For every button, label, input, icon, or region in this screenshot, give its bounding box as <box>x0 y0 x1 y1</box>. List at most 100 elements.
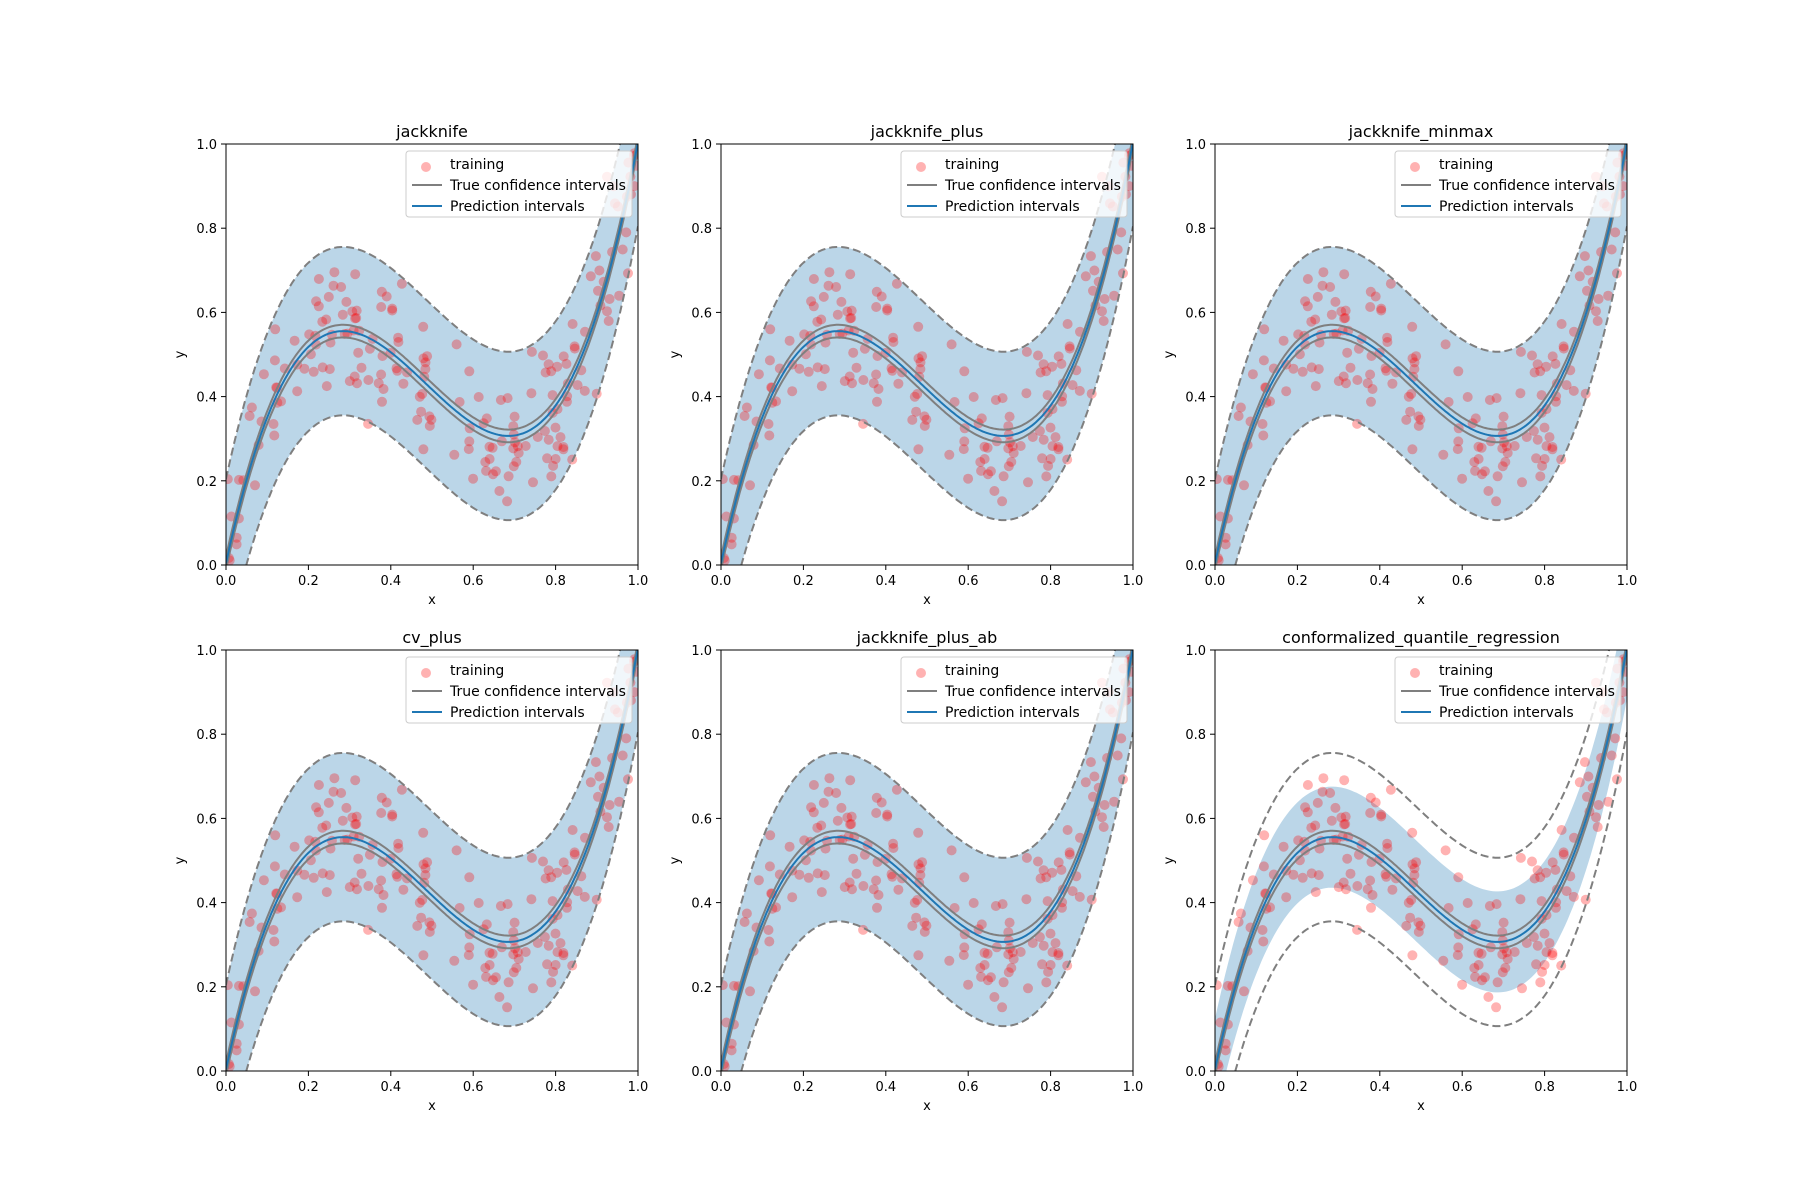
x-tick-label: 0.4 <box>1369 1080 1390 1095</box>
training-point <box>1385 784 1396 795</box>
training-point <box>1021 346 1032 357</box>
training-point <box>353 347 364 358</box>
training-point <box>1352 418 1363 429</box>
training-point <box>1297 366 1308 377</box>
axes-frame <box>720 143 1134 566</box>
x-tick-label: 0.8 <box>1534 1080 1555 1095</box>
training-point <box>426 920 437 931</box>
training-point <box>1062 319 1073 329</box>
training-point <box>1438 449 1449 460</box>
training-point <box>1536 913 1547 924</box>
training-point <box>424 926 435 937</box>
training-point <box>1470 919 1481 930</box>
training-point <box>1492 977 1503 988</box>
training-point <box>1278 335 1289 346</box>
training-point <box>590 757 601 768</box>
training-point <box>1556 825 1567 835</box>
training-point <box>1491 899 1502 910</box>
training-point <box>250 986 260 997</box>
training-point <box>602 812 612 823</box>
training-point <box>1312 797 1323 808</box>
training-point <box>1003 429 1014 440</box>
training-point <box>1056 864 1067 875</box>
training-point <box>1610 227 1621 238</box>
training-point <box>481 971 492 982</box>
training-point <box>1484 901 1495 911</box>
training-point <box>831 788 842 798</box>
y-tick-label: 1.0 <box>691 138 712 153</box>
training-point <box>1407 444 1418 455</box>
training-point <box>473 392 484 402</box>
y-tick-label: 0.0 <box>1185 1065 1206 1080</box>
training-point <box>614 796 625 807</box>
y-tick-label: 0.0 <box>1185 559 1206 574</box>
training-point <box>1220 539 1231 550</box>
legend: training True confidence intervals Predict… <box>405 150 633 218</box>
training-point <box>1409 357 1420 368</box>
training-point <box>550 422 561 433</box>
training-point <box>1003 967 1014 978</box>
training-point <box>763 419 774 429</box>
training-point <box>336 282 347 292</box>
true-ci-upper <box>1215 144 1627 558</box>
training-point <box>983 975 993 986</box>
training-point <box>1085 251 1096 262</box>
training-point <box>420 870 431 880</box>
training-point <box>1259 830 1270 841</box>
training-point <box>847 884 857 895</box>
training-point <box>503 977 514 988</box>
training-point <box>464 942 475 953</box>
training-point <box>424 917 435 928</box>
training-point <box>508 935 519 946</box>
y-tick-label: 1.0 <box>1185 138 1206 153</box>
training-point <box>1033 856 1043 867</box>
training-point <box>1541 361 1552 372</box>
training-point <box>1409 863 1420 874</box>
training-point <box>1550 864 1561 875</box>
legend-marker-training <box>421 668 431 678</box>
x-tick-label: 0.0 <box>216 574 237 589</box>
training-point <box>912 895 923 905</box>
training-point <box>975 963 986 973</box>
training-point <box>363 418 374 429</box>
x-tick-label: 0.8 <box>545 574 566 589</box>
training-point <box>376 286 387 297</box>
training-point <box>1406 895 1417 905</box>
training-point <box>1367 890 1378 900</box>
training-point <box>1008 448 1019 458</box>
training-point <box>1370 797 1381 808</box>
training-point <box>1462 898 1473 908</box>
training-point <box>324 364 335 375</box>
training-point <box>1382 843 1393 853</box>
training-point <box>1529 873 1540 884</box>
training-point <box>1338 877 1349 888</box>
y-tick-label: 1.0 <box>196 644 217 659</box>
training-point <box>846 811 857 822</box>
training-point <box>1235 908 1246 919</box>
x-tick-label: 1.0 <box>1123 574 1144 589</box>
training-point <box>1453 872 1464 883</box>
training-point <box>550 960 561 970</box>
training-point <box>1473 947 1484 958</box>
training-point <box>569 849 580 860</box>
x-tick-label: 0.0 <box>1205 1080 1226 1095</box>
training-point <box>558 948 569 958</box>
training-point <box>858 881 869 891</box>
training-point <box>1483 992 1494 1002</box>
training-point <box>823 280 834 291</box>
training-point <box>832 309 843 320</box>
training-point <box>543 434 554 445</box>
training-point <box>508 949 519 960</box>
training-point <box>1281 386 1292 397</box>
training-point <box>328 786 339 797</box>
true-ci-upper <box>226 650 638 1064</box>
training-point <box>572 886 583 897</box>
training-point <box>1497 967 1508 978</box>
training-point <box>414 897 425 908</box>
training-point <box>800 349 811 360</box>
training-point <box>1413 917 1424 928</box>
training-point <box>818 291 829 302</box>
training-point <box>1532 865 1543 876</box>
y-axis-label: y <box>668 350 683 358</box>
true-ci-lower <box>1215 148 1627 565</box>
